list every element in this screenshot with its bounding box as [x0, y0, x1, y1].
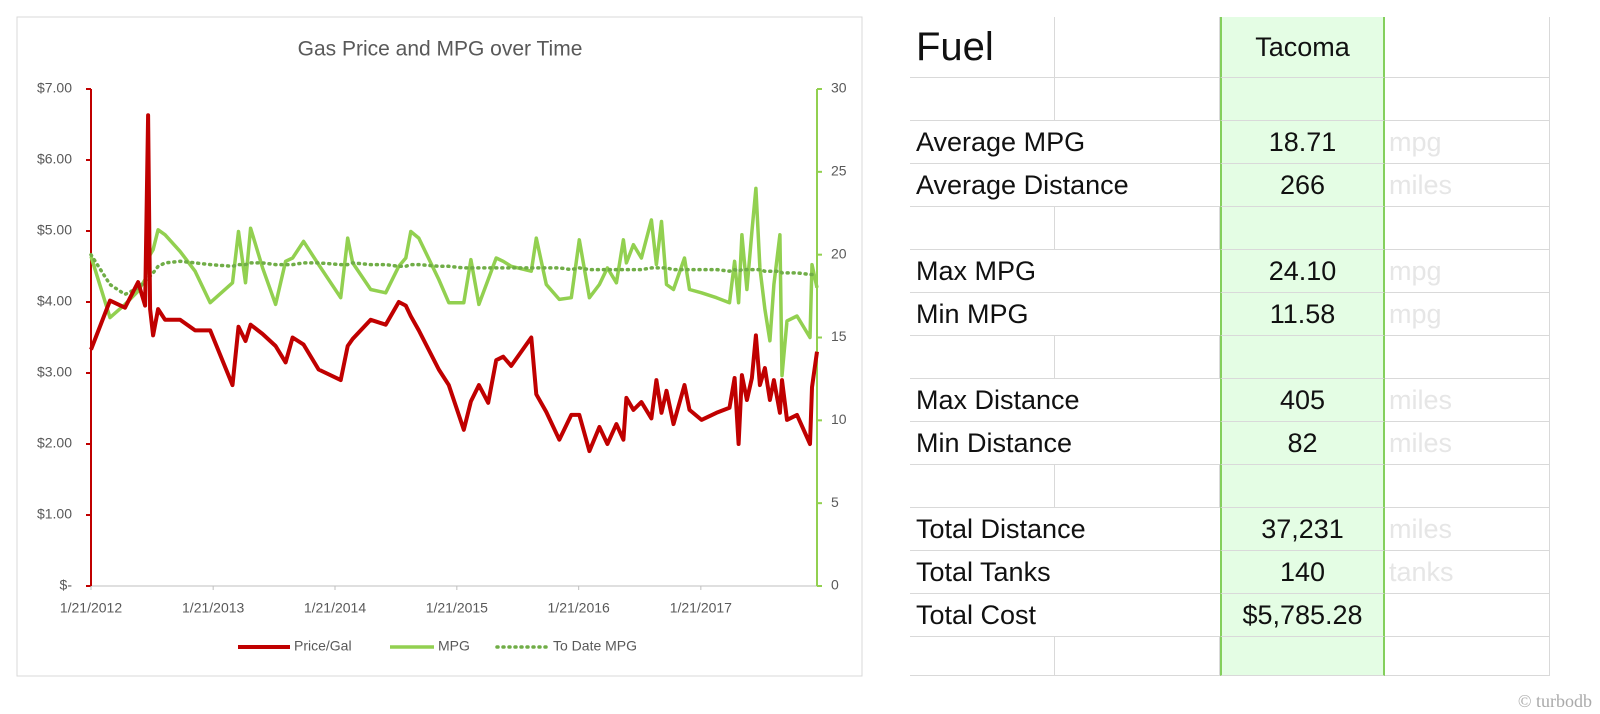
cell	[1385, 17, 1550, 78]
row-unit: miles	[1385, 508, 1550, 551]
row-label: Max MPG	[910, 250, 1220, 293]
y2-tick-label: 15	[831, 328, 847, 344]
cell	[1055, 207, 1220, 250]
cell	[1385, 637, 1550, 676]
y-tick-label: $4.00	[37, 293, 72, 309]
y-tick-label: $-	[60, 577, 73, 593]
legend-label: Price/Gal	[294, 638, 352, 654]
cell	[1385, 207, 1550, 250]
legend-label: MPG	[438, 638, 470, 654]
table-title: Fuel	[910, 17, 1055, 78]
row-label: Total Distance	[910, 508, 1220, 551]
cell	[1055, 465, 1220, 508]
row-unit: mpg	[1385, 121, 1550, 164]
x-tick-label: 1/21/2012	[60, 600, 122, 616]
row-unit: mpg	[1385, 293, 1550, 336]
chart: Gas Price and MPG over Time $- $1.00 $2.00…	[16, 16, 863, 677]
cell	[1385, 78, 1550, 121]
x-tick-label: 1/21/2015	[426, 600, 488, 616]
cell	[1220, 207, 1385, 250]
cell	[1220, 465, 1385, 508]
row-value: 140	[1220, 551, 1385, 594]
cell	[1385, 594, 1550, 637]
y2-tick-label: 5	[831, 494, 839, 510]
y2-tick-label: 20	[831, 245, 847, 261]
cell	[1055, 17, 1220, 78]
cell	[1385, 465, 1550, 508]
row-label: Average MPG	[910, 121, 1220, 164]
cell	[910, 207, 1055, 250]
y2-tick-label: 0	[831, 577, 839, 593]
x-tick-label: 1/21/2017	[670, 600, 732, 616]
x-tick-label: 1/21/2014	[304, 600, 366, 616]
series-line	[89, 252, 819, 297]
row-value: 11.58	[1220, 293, 1385, 336]
cell	[1055, 336, 1220, 379]
row-unit: tanks	[1385, 551, 1550, 594]
y-tick-label: $1.00	[37, 506, 72, 522]
row-value: 24.10	[1220, 250, 1385, 293]
row-label: Total Cost	[910, 594, 1220, 637]
row-value: $5,785.28	[1220, 594, 1385, 637]
x-tick-label: 1/21/2013	[182, 600, 244, 616]
cell	[1055, 637, 1220, 676]
chart-title: Gas Price and MPG over Time	[298, 38, 583, 61]
cell	[1220, 78, 1385, 121]
y-tick-label: $3.00	[37, 364, 72, 380]
y-tick-label: $6.00	[37, 151, 72, 167]
legend-label: To Date MPG	[553, 638, 637, 654]
cell	[1220, 637, 1385, 676]
watermark: © turbodb	[1517, 691, 1592, 711]
cell	[1220, 336, 1385, 379]
table: Fuel Tacoma Average MPG 18.71 mpg Average Dis…	[910, 17, 1550, 676]
row-value: 405	[1220, 379, 1385, 422]
row-label: Average Distance	[910, 164, 1220, 207]
row-unit: miles	[1385, 422, 1550, 465]
row-label: Total Tanks	[910, 551, 1220, 594]
y2-tick-label: 10	[831, 411, 847, 427]
x-tick-label: 1/21/2016	[548, 600, 610, 616]
chart-frame	[16, 16, 863, 677]
row-label: Max Distance	[910, 379, 1220, 422]
row-unit: miles	[1385, 379, 1550, 422]
row-value: 18.71	[1220, 121, 1385, 164]
row-value: 266	[1220, 164, 1385, 207]
y-tick-label: $5.00	[37, 222, 72, 238]
row-unit: miles	[1385, 164, 1550, 207]
cell	[1055, 78, 1220, 121]
row-value: 82	[1220, 422, 1385, 465]
cell	[910, 637, 1055, 676]
y2-tick-label: 25	[831, 163, 847, 179]
row-value: 37,231	[1220, 508, 1385, 551]
y-tick-label: $2.00	[37, 435, 72, 451]
cell	[1385, 336, 1550, 379]
y-tick-label: $7.00	[37, 80, 72, 96]
series-line	[89, 113, 819, 454]
row-label: Min Distance	[910, 422, 1220, 465]
row-label: Min MPG	[910, 293, 1220, 336]
cell	[910, 465, 1055, 508]
y2-tick-label: 30	[831, 80, 847, 96]
column-header: Tacoma	[1220, 17, 1385, 78]
cell	[910, 78, 1055, 121]
row-unit: mpg	[1385, 250, 1550, 293]
cell	[910, 336, 1055, 379]
